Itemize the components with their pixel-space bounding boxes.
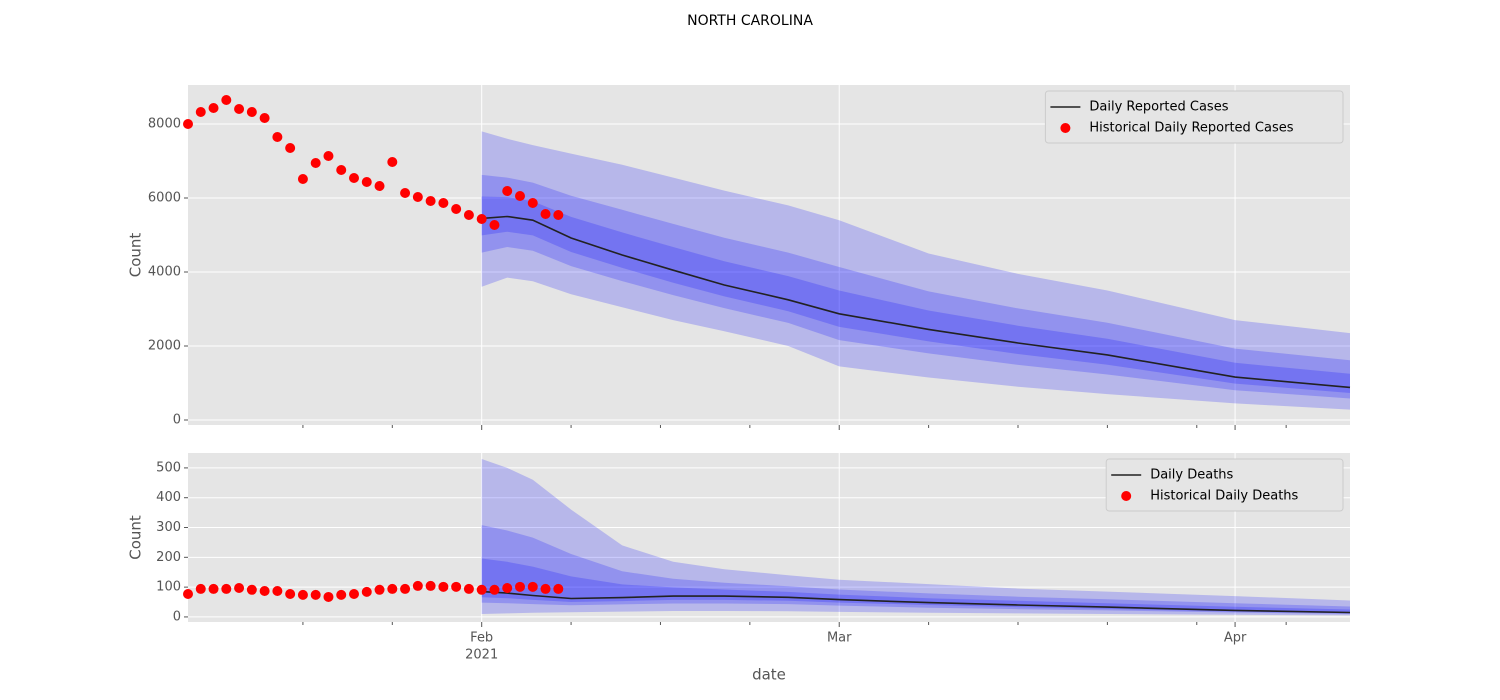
data-point [195, 107, 206, 118]
data-point [489, 220, 500, 231]
forecast-band [481, 196, 1350, 393]
data-point [515, 191, 525, 202]
legend-box [1044, 90, 1344, 144]
data-point [297, 173, 308, 184]
data-point [412, 192, 423, 203]
data-point [183, 118, 193, 129]
data-point [310, 157, 321, 168]
data-point [336, 164, 347, 175]
data-point [361, 586, 372, 597]
data-point [553, 209, 564, 220]
data-point [259, 113, 270, 124]
y-tick-label: 400 [156, 490, 181, 505]
data-point [221, 583, 232, 594]
data-point [451, 581, 462, 592]
data-point [540, 583, 551, 594]
data-point [234, 583, 245, 594]
data-point [438, 581, 449, 592]
data-point [387, 583, 398, 594]
forecast-line [481, 590, 1351, 614]
forecast-band [481, 525, 1350, 614]
x-axis-label: date [752, 666, 786, 684]
data-point [195, 583, 206, 594]
data-point [310, 589, 321, 600]
data-point [463, 583, 474, 594]
x-year-label: 2021 [465, 648, 498, 663]
legend-label: Historical Daily Deaths [1150, 489, 1298, 504]
data-point [425, 580, 436, 591]
forecast-line [481, 215, 1351, 389]
data-point [502, 583, 513, 594]
data-point [221, 94, 232, 105]
legend-box [1105, 458, 1344, 512]
data-point [412, 580, 423, 591]
data-point [502, 186, 513, 197]
data-point [208, 583, 219, 594]
data-point [400, 583, 411, 594]
y-tick-label: 2000 [148, 339, 181, 354]
data-point [387, 156, 398, 167]
forecast-band [481, 131, 1350, 410]
data-point [323, 151, 334, 162]
data-point [259, 586, 270, 597]
data-point [183, 588, 193, 599]
data-point [361, 177, 372, 188]
data-point [374, 584, 385, 595]
data-point [285, 143, 296, 154]
y-tick-label: 8000 [148, 116, 181, 131]
data-point [476, 584, 487, 595]
legend-label: Historical Daily Reported Cases [1089, 121, 1293, 136]
forecast-band [481, 459, 1350, 616]
data-point [553, 583, 564, 594]
data-point [323, 591, 334, 602]
data-point [208, 103, 219, 114]
x-tick-label: Mar [827, 631, 852, 646]
legend-label: Daily Deaths [1150, 468, 1233, 483]
legend-swatch [1121, 491, 1132, 501]
legend-swatch [1060, 123, 1071, 133]
legend-label: Daily Reported Cases [1089, 100, 1228, 115]
x-tick-label: Feb [470, 631, 493, 646]
data-point [425, 195, 436, 206]
data-point [540, 208, 551, 219]
data-point [349, 588, 359, 599]
y-axis-label: Count [127, 515, 145, 560]
data-point [438, 197, 449, 208]
data-point [489, 584, 500, 595]
data-point [246, 107, 257, 118]
y-tick-label: 300 [156, 520, 181, 535]
data-point [463, 209, 474, 220]
forecast-band [481, 174, 1350, 399]
y-tick-label: 500 [156, 460, 181, 475]
data-point [451, 203, 462, 214]
data-point [297, 589, 308, 600]
y-tick-label: 4000 [148, 265, 181, 280]
data-point [515, 581, 525, 592]
data-point [234, 104, 245, 115]
data-point [527, 197, 538, 208]
y-tick-label: 0 [173, 413, 181, 428]
data-point [246, 584, 257, 595]
x-tick-label: Apr [1224, 631, 1247, 646]
y-tick-label: 6000 [148, 191, 181, 206]
forecast-band [481, 558, 1350, 614]
data-point [272, 131, 283, 142]
data-point [476, 214, 487, 225]
y-tick-label: 0 [173, 609, 181, 624]
data-point [349, 172, 359, 183]
data-point [336, 589, 347, 600]
y-tick-label: 100 [156, 580, 181, 595]
y-tick-label: 200 [156, 550, 181, 565]
data-point [400, 188, 411, 199]
data-point [527, 581, 538, 592]
data-point [272, 586, 283, 597]
figure-title: NORTH CAROLINA [687, 13, 813, 29]
y-axis-label: Count [127, 233, 145, 278]
data-point [285, 588, 296, 599]
data-point [374, 181, 385, 192]
